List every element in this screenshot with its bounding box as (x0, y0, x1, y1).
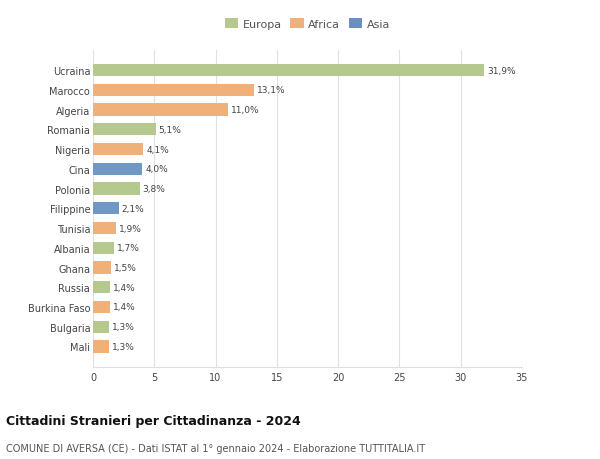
Text: 1,4%: 1,4% (113, 283, 136, 292)
Bar (93, 203, 119, 215)
Text: 1,3%: 1,3% (112, 342, 135, 351)
Text: 1,5%: 1,5% (115, 263, 137, 272)
Text: 1,9%: 1,9% (119, 224, 142, 233)
Text: 5,1%: 5,1% (158, 126, 181, 134)
Text: 3,8%: 3,8% (143, 185, 166, 194)
Bar (93, 242, 114, 254)
Text: 31,9%: 31,9% (487, 67, 515, 75)
Bar (93, 144, 143, 156)
Text: COMUNE DI AVERSA (CE) - Dati ISTAT al 1° gennaio 2024 - Elaborazione TUTTITALIA.: COMUNE DI AVERSA (CE) - Dati ISTAT al 1°… (6, 443, 425, 453)
Text: 1,3%: 1,3% (112, 323, 135, 331)
Bar (93, 104, 228, 117)
Text: 11,0%: 11,0% (231, 106, 260, 115)
Bar (93, 281, 110, 294)
Bar (93, 183, 140, 195)
Bar (93, 124, 155, 136)
Text: Cittadini Stranieri per Cittadinanza - 2024: Cittadini Stranieri per Cittadinanza - 2… (6, 414, 301, 428)
Text: 4,0%: 4,0% (145, 165, 168, 174)
Text: 4,1%: 4,1% (146, 146, 169, 154)
Text: 1,4%: 1,4% (113, 303, 136, 312)
Text: 1,7%: 1,7% (117, 244, 140, 253)
Bar (93, 321, 109, 333)
Text: 2,1%: 2,1% (122, 204, 145, 213)
Bar (93, 163, 142, 175)
Bar (93, 301, 110, 313)
Bar (93, 341, 109, 353)
Legend: Europa, Africa, Asia: Europa, Africa, Asia (220, 15, 395, 34)
Text: 13,1%: 13,1% (257, 86, 285, 95)
Bar (93, 65, 484, 77)
Bar (93, 262, 112, 274)
Bar (93, 84, 254, 97)
Bar (93, 223, 116, 235)
